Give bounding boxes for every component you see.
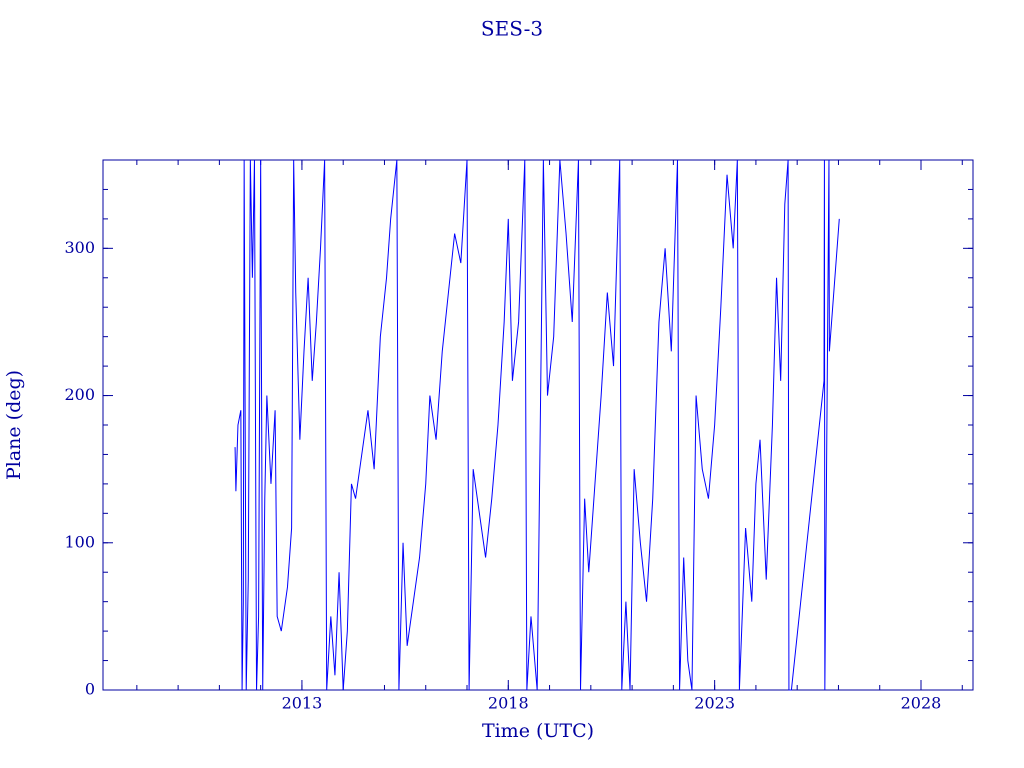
x-axis-label: Time (UTC) [482,720,594,742]
x-tick-label: 2013 [282,694,323,713]
chart-title: SES-3 [481,17,543,41]
x-tick-label: 2028 [901,694,942,713]
y-tick-label: 100 [64,532,95,551]
x-tick-label: 2023 [694,694,735,713]
x-tick-label: 2018 [488,694,529,713]
y-tick-label: 0 [85,680,95,699]
data-line [234,159,840,691]
y-tick-label: 200 [64,385,95,404]
y-tick-label: 300 [64,238,95,257]
y-axis-label: Plane (deg) [3,370,25,480]
